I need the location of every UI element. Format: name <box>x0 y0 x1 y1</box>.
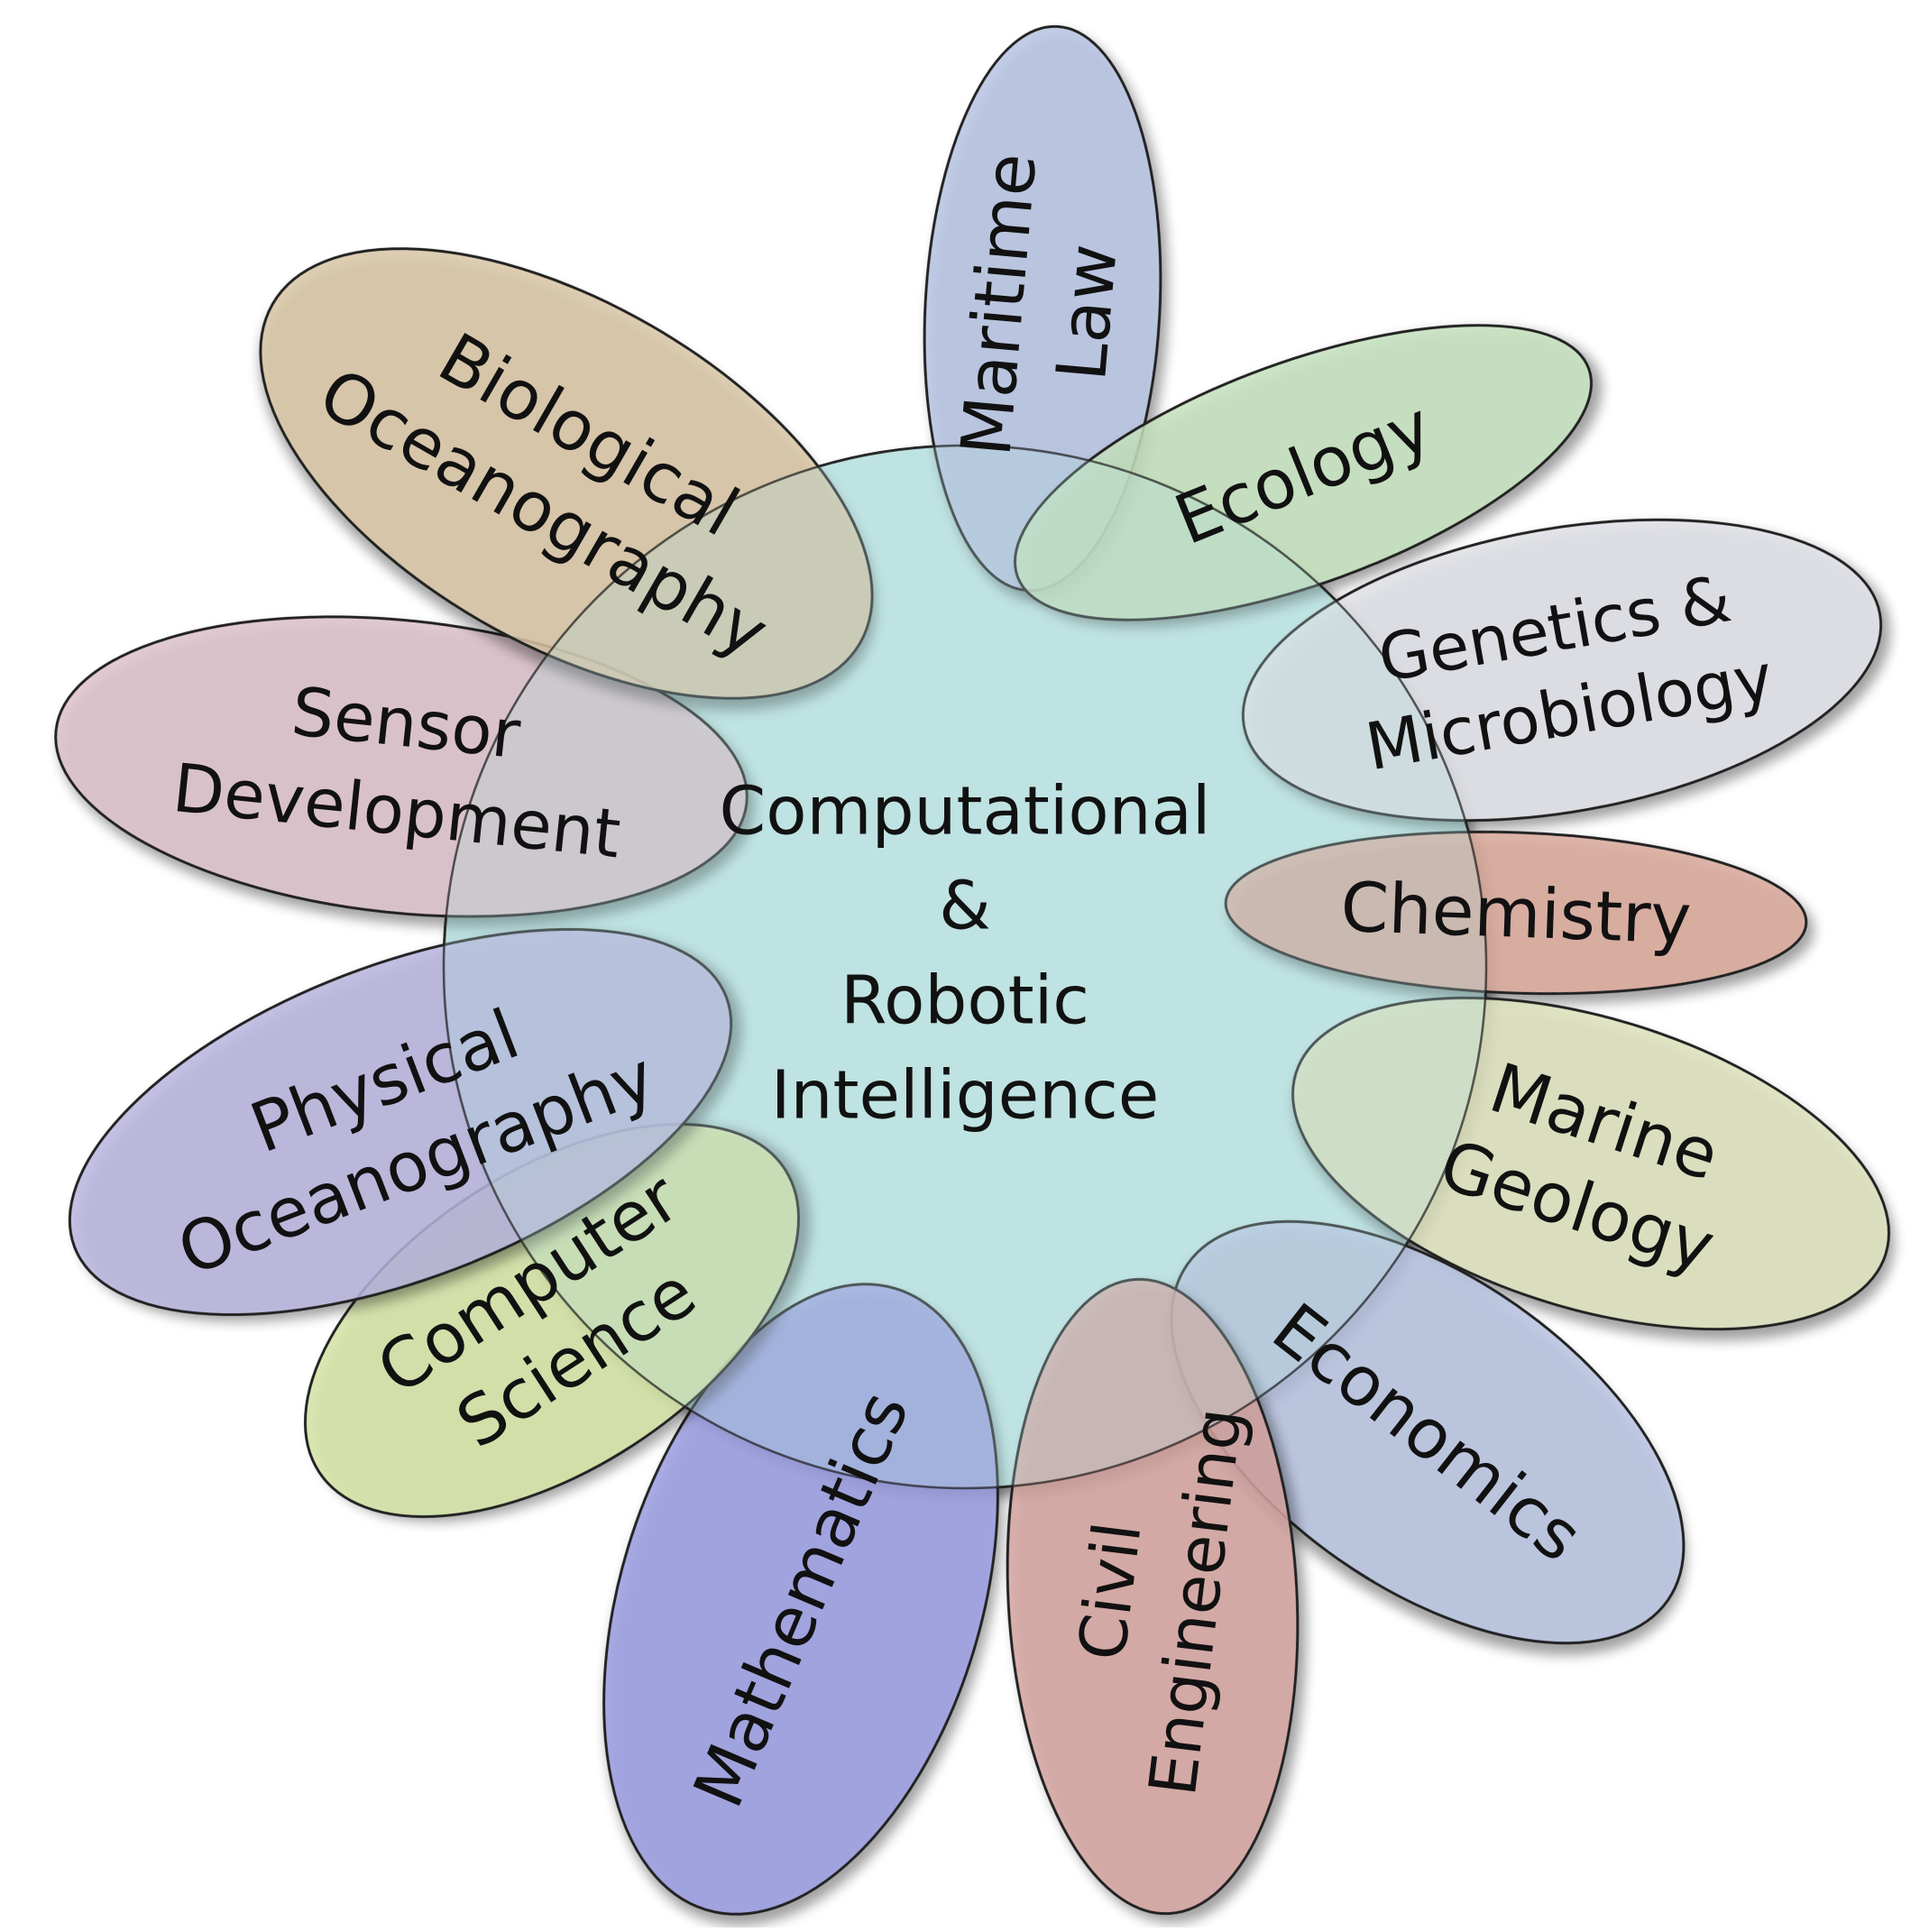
petal-civil-engineering <box>1006 1277 1300 1916</box>
petal-physical-oceanography <box>68 927 733 1317</box>
petal-maritime-law-label-line: Law <box>1041 241 1133 383</box>
shapes-layer <box>54 24 1890 1916</box>
petal-chemistry-label-line: Chemistry <box>1339 867 1693 960</box>
petal-chemistry-label: Chemistry <box>1339 867 1693 960</box>
center-label-line: Computational <box>720 772 1211 850</box>
petal-chemistry <box>1224 830 1808 996</box>
petal-ecology <box>1014 324 1593 621</box>
petal-civil-engineering-label-line: Civil <box>1064 1518 1156 1664</box>
petal-mathematics <box>602 1283 999 1916</box>
petal-sensor-development <box>54 615 749 918</box>
center-label-line: Intelligence <box>771 1056 1160 1134</box>
center-label-line: Robotic <box>841 961 1089 1039</box>
center-label: Computational & Robotic Intelligence <box>720 772 1211 1134</box>
petal-economics <box>1170 1219 1686 1645</box>
petal-genetics-microbiology <box>1241 518 1883 823</box>
center-circle-outline <box>442 444 1488 1490</box>
center-label-line: & <box>939 867 991 944</box>
petal-biological-oceanography <box>259 247 874 700</box>
petal-marine-geology <box>1291 996 1890 1331</box>
